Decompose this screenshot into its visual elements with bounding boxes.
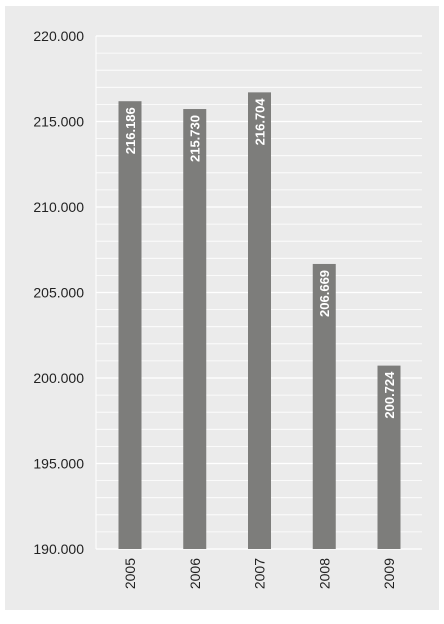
y-tick-label: 220.000 (33, 28, 84, 44)
data-label-2007: 216.704 (253, 98, 268, 146)
x-tick-label: 2007 (252, 558, 268, 589)
y-tick-label: 210.000 (33, 199, 84, 215)
bars (118, 92, 401, 550)
y-tick-label: 205.000 (33, 285, 84, 301)
y-axis-tick-labels: 190.000 195.000 200.000 205.000 210.000 215.0… (33, 28, 84, 557)
data-labels: 216.186 215.730 216.704 206.669 200.724 (123, 98, 397, 419)
x-tick-label: 2006 (187, 558, 203, 589)
x-tick-label: 2008 (316, 558, 332, 589)
bar-2007 (248, 92, 271, 549)
data-label-2005: 216.186 (123, 107, 138, 154)
y-tick-label: 190.000 (33, 541, 84, 557)
x-axis-tick-labels: 2005 2006 2007 2008 2009 (122, 558, 397, 589)
chart-background (5, 6, 439, 610)
bar-2008 (312, 263, 336, 549)
y-tick-label: 215.000 (33, 114, 84, 130)
x-tick-label: 2005 (122, 558, 138, 589)
y-tick-label: 200.000 (33, 370, 84, 386)
bar-2006 (183, 109, 207, 549)
data-label-2009: 200.724 (382, 371, 397, 419)
x-tick-label: 2009 (381, 558, 397, 589)
y-tick-label: 195.000 (33, 456, 84, 472)
bar-2009 (377, 365, 401, 549)
data-label-2008: 206.669 (317, 270, 332, 317)
data-label-2006: 215.730 (188, 115, 203, 162)
bar-2005 (118, 101, 142, 550)
